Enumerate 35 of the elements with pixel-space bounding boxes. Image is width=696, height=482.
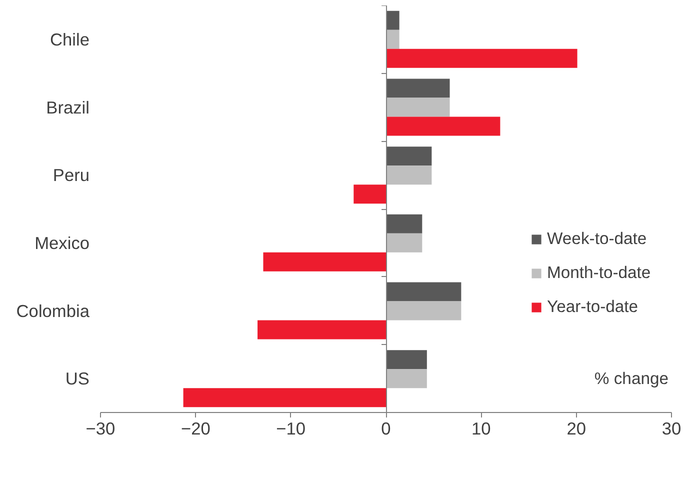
x-tick-label: −10	[276, 418, 306, 438]
bar	[354, 184, 386, 204]
bar	[183, 388, 386, 408]
x-tick-label: 10	[472, 418, 491, 438]
bar	[386, 48, 578, 68]
bar	[386, 282, 462, 302]
x-tick-label: −20	[180, 418, 210, 438]
bar	[386, 30, 400, 49]
bar	[386, 233, 422, 252]
y-tick-label: Colombia	[16, 300, 90, 321]
legend-label: Month-to-date	[547, 263, 651, 283]
bar	[386, 214, 422, 234]
y-tick-label: Chile	[50, 29, 90, 50]
legend-label: Year-to-date	[547, 297, 638, 317]
y-tick-label: US	[65, 368, 90, 389]
bar	[386, 98, 450, 117]
annotation: % change	[594, 369, 669, 388]
bar	[263, 252, 386, 272]
y-tick-label: Peru	[52, 165, 90, 186]
bar	[386, 146, 432, 166]
x-tick-label: 30	[662, 418, 682, 438]
bar	[386, 350, 427, 370]
legend-label: Week-to-date	[547, 229, 647, 249]
bar	[386, 301, 462, 320]
bar	[386, 166, 432, 185]
x-tick-label: −30	[86, 418, 116, 438]
bar	[386, 116, 500, 136]
y-tick-label: Mexico	[34, 232, 90, 253]
bar	[386, 78, 450, 98]
x-tick-label: 20	[566, 418, 586, 438]
bar	[258, 320, 386, 340]
bar	[386, 10, 400, 30]
y-tick-label: Brazil	[46, 97, 90, 118]
x-tick-label: 0	[381, 418, 391, 438]
bar	[386, 369, 427, 388]
